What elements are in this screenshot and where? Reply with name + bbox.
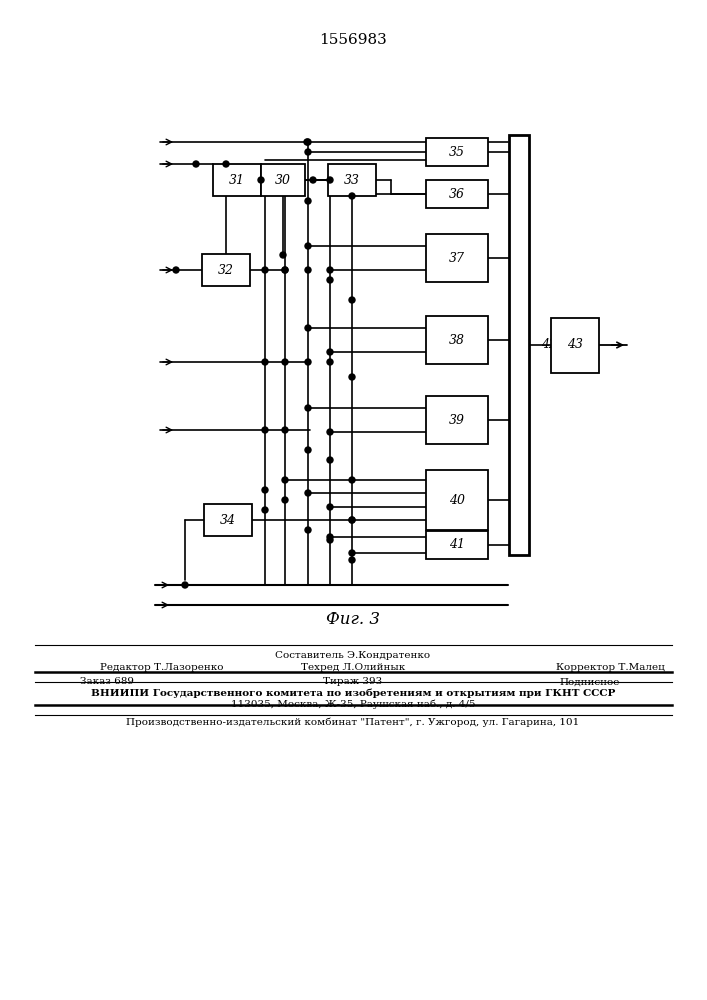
Circle shape bbox=[262, 487, 268, 493]
Text: 34: 34 bbox=[220, 514, 236, 526]
Circle shape bbox=[305, 149, 311, 155]
Circle shape bbox=[262, 267, 268, 273]
Circle shape bbox=[327, 277, 333, 283]
Bar bbox=[551, 318, 599, 372]
Text: 39: 39 bbox=[449, 414, 465, 426]
Bar bbox=[204, 504, 252, 536]
Bar bbox=[202, 254, 250, 286]
Text: 36: 36 bbox=[449, 188, 465, 200]
Circle shape bbox=[349, 297, 355, 303]
Circle shape bbox=[305, 139, 311, 145]
Circle shape bbox=[349, 550, 355, 556]
Text: 33: 33 bbox=[344, 174, 360, 186]
Circle shape bbox=[327, 457, 333, 463]
Circle shape bbox=[305, 198, 311, 204]
Text: 35: 35 bbox=[449, 145, 465, 158]
Circle shape bbox=[327, 359, 333, 365]
Circle shape bbox=[262, 507, 268, 513]
Text: 32: 32 bbox=[218, 263, 234, 276]
Bar bbox=[213, 164, 261, 196]
Text: 43: 43 bbox=[567, 338, 583, 352]
Circle shape bbox=[282, 359, 288, 365]
Circle shape bbox=[304, 139, 310, 145]
Text: Производственно-издательский комбинат "Патент", г. Ужгород, ул. Гагарина, 101: Производственно-издательский комбинат "П… bbox=[127, 717, 580, 727]
Bar bbox=[426, 470, 488, 530]
Text: 37: 37 bbox=[449, 251, 465, 264]
Circle shape bbox=[305, 405, 311, 411]
Circle shape bbox=[349, 517, 355, 523]
Circle shape bbox=[310, 177, 316, 183]
Circle shape bbox=[282, 267, 288, 273]
Circle shape bbox=[327, 429, 333, 435]
Circle shape bbox=[193, 161, 199, 167]
Circle shape bbox=[305, 527, 311, 533]
Text: 30: 30 bbox=[275, 174, 291, 186]
Circle shape bbox=[282, 497, 288, 503]
Circle shape bbox=[305, 359, 311, 365]
Circle shape bbox=[349, 557, 355, 563]
Circle shape bbox=[305, 267, 311, 273]
Text: 42: 42 bbox=[541, 338, 557, 352]
Circle shape bbox=[173, 267, 179, 273]
Text: 113035, Москва, Ж-35, Раушская наб., д. 4/5: 113035, Москва, Ж-35, Раушская наб., д. … bbox=[230, 699, 475, 709]
Text: 31: 31 bbox=[229, 174, 245, 186]
Text: Тираж 393: Тираж 393 bbox=[323, 678, 382, 686]
Bar bbox=[426, 138, 488, 166]
Circle shape bbox=[282, 267, 288, 273]
Bar bbox=[426, 531, 488, 559]
Text: Техред Л.Олийнык: Техред Л.Олийнык bbox=[301, 664, 405, 672]
Text: Корректор Т.Малец: Корректор Т.Малец bbox=[556, 664, 665, 672]
Text: Подписное: Подписное bbox=[560, 678, 620, 686]
Bar bbox=[426, 316, 488, 364]
Circle shape bbox=[258, 177, 264, 183]
Bar bbox=[426, 234, 488, 282]
Circle shape bbox=[327, 504, 333, 510]
Bar bbox=[261, 164, 305, 196]
Circle shape bbox=[305, 490, 311, 496]
Bar bbox=[328, 164, 376, 196]
Circle shape bbox=[327, 534, 333, 540]
Text: Фиг. 3: Фиг. 3 bbox=[326, 611, 380, 629]
Circle shape bbox=[305, 447, 311, 453]
Text: ВНИИПИ Государственного комитета по изобретениям и открытиям при ГКНТ СССР: ВНИИПИ Государственного комитета по изоб… bbox=[90, 688, 615, 698]
Circle shape bbox=[223, 161, 229, 167]
Circle shape bbox=[327, 349, 333, 355]
Circle shape bbox=[280, 252, 286, 258]
Circle shape bbox=[327, 177, 333, 183]
Bar bbox=[509, 135, 529, 555]
Text: Составитель Э.Кондратенко: Составитель Э.Кондратенко bbox=[276, 650, 431, 660]
Text: 1556983: 1556983 bbox=[319, 33, 387, 47]
Text: 38: 38 bbox=[449, 334, 465, 347]
Text: 40: 40 bbox=[449, 493, 465, 506]
Circle shape bbox=[349, 517, 355, 523]
Circle shape bbox=[282, 427, 288, 433]
Circle shape bbox=[305, 243, 311, 249]
Text: Заказ 689: Заказ 689 bbox=[80, 678, 134, 686]
Circle shape bbox=[349, 193, 355, 199]
Bar bbox=[426, 396, 488, 444]
Text: 41: 41 bbox=[449, 538, 465, 552]
Circle shape bbox=[262, 359, 268, 365]
Circle shape bbox=[262, 427, 268, 433]
Circle shape bbox=[349, 374, 355, 380]
Circle shape bbox=[327, 267, 333, 273]
Circle shape bbox=[282, 477, 288, 483]
Circle shape bbox=[349, 477, 355, 483]
Circle shape bbox=[305, 325, 311, 331]
Circle shape bbox=[182, 582, 188, 588]
Bar bbox=[426, 180, 488, 208]
Text: Редактор Т.Лазоренко: Редактор Т.Лазоренко bbox=[100, 664, 223, 672]
Circle shape bbox=[327, 537, 333, 543]
